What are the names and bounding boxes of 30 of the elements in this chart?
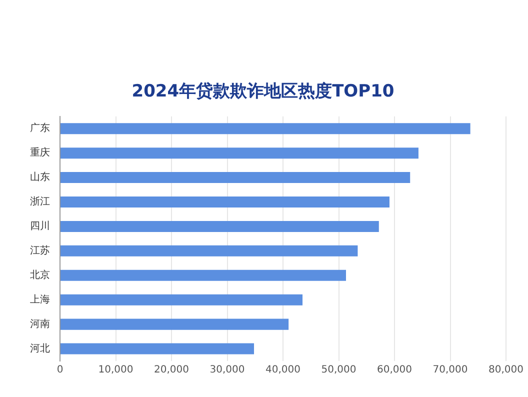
x-tick-label: 20,000: [154, 364, 189, 376]
chart-title: 2024年贷款欺诈地区热度TOP10: [132, 82, 394, 102]
x-tick-label: 10,000: [98, 364, 134, 376]
y-tick-label: 广东: [30, 122, 50, 134]
x-tick-label: 80,000: [488, 364, 524, 376]
x-tick-label: 70,000: [432, 364, 468, 376]
y-tick-label: 重庆: [30, 146, 50, 159]
x-tick-label: 30,000: [210, 364, 245, 376]
bar: [60, 148, 418, 159]
bar: [60, 318, 289, 330]
x-tick-label: 40,000: [266, 364, 300, 376]
y-tick-label: 浙江: [30, 196, 50, 208]
x-tick-label: 60,000: [377, 364, 412, 376]
x-tick-label: 0: [56, 364, 64, 376]
y-tick-label: 江苏: [30, 244, 50, 257]
y-tick-label: 北京: [30, 268, 50, 281]
y-tick-label: 河北: [30, 342, 50, 354]
x-tick-label: 50,000: [321, 364, 356, 376]
bar: [60, 123, 470, 134]
y-tick-label: 上海: [30, 293, 50, 306]
bar: [60, 172, 410, 184]
bar: [60, 270, 346, 281]
bar: [60, 196, 390, 208]
bar: [60, 245, 358, 256]
bar: [60, 294, 303, 306]
y-tick-label: 四川: [30, 220, 50, 232]
bar: [60, 343, 254, 354]
y-tick-label: 河南: [30, 318, 50, 330]
bar: [60, 220, 379, 232]
y-tick-label: 山东: [30, 171, 50, 184]
